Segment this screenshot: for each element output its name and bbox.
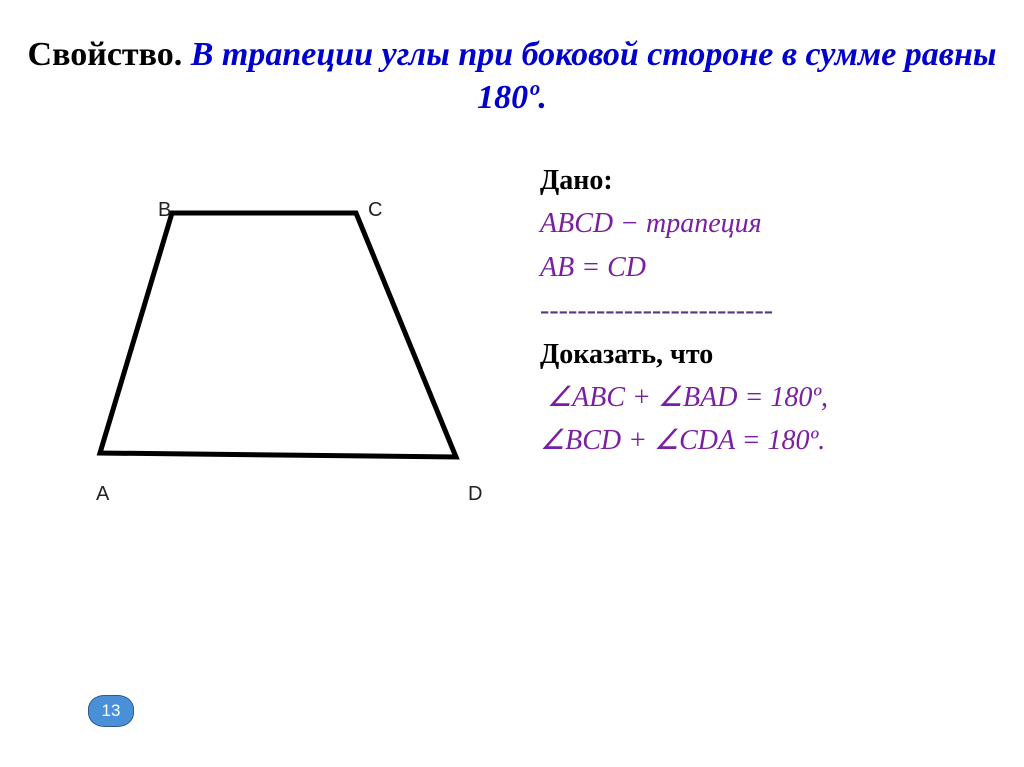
plus-sign: + — [621, 425, 654, 456]
diagram-panel: A B C D — [0, 159, 520, 514]
prove-line1: ∠ABC + ∠BAD = 180º, — [540, 376, 1024, 419]
plus-sign: + — [625, 382, 658, 413]
angle-bcd: BCD — [565, 425, 621, 456]
eq-180: = 180º. — [735, 425, 826, 456]
title-lead: Свойство. — [28, 36, 183, 73]
trapezoid-shape — [100, 213, 456, 457]
vertex-label-a: A — [96, 483, 109, 506]
content-row: A B C D Дано: ABCD − трапеция AB = CD --… — [0, 159, 1024, 514]
slide-number: 13 — [102, 701, 121, 721]
given-line1: ABCD − трапеция — [540, 202, 1024, 245]
vertex-label-b: B — [158, 199, 171, 222]
vertex-label-d: D — [468, 483, 482, 506]
angle-symbol: ∠ — [547, 382, 572, 413]
eq-180: = 180º, — [737, 382, 828, 413]
given-heading: Дано: — [540, 159, 1024, 202]
angle-symbol: ∠ — [654, 425, 679, 456]
angle-symbol: ∠ — [658, 382, 683, 413]
prove-line2: ∠BCD + ∠CDA = 180º. — [540, 419, 1024, 462]
prove-heading: Доказать, что — [540, 333, 1024, 376]
slide-number-badge: 13 — [88, 695, 134, 727]
angle-symbol: ∠ — [540, 425, 565, 456]
trapezoid-diagram — [60, 169, 520, 514]
trapezoid-svg — [60, 169, 500, 509]
slide: Свойство. В трапеции углы при боковой ст… — [0, 0, 1024, 767]
separator-dashes: ------------------------- — [540, 289, 1024, 332]
given-line2: AB = CD — [540, 246, 1024, 289]
text-panel: Дано: ABCD − трапеция AB = CD ----------… — [520, 159, 1024, 514]
vertex-label-c: C — [368, 199, 382, 222]
angle-bad: BAD — [683, 382, 737, 413]
angle-abc: ABC — [572, 382, 625, 413]
slide-title: Свойство. В трапеции углы при боковой ст… — [0, 0, 1024, 119]
title-body: В трапеции углы при боковой стороне в су… — [182, 36, 996, 116]
angle-cda: CDA — [679, 425, 735, 456]
